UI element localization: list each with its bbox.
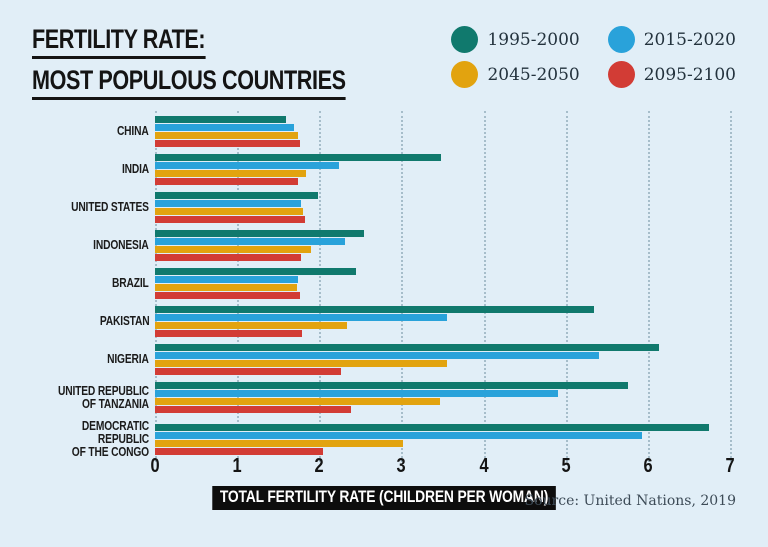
legend-dot-orange-icon — [451, 61, 479, 88]
country-row: INDIA — [32, 154, 730, 185]
x-axis-tick-1: 1 — [232, 455, 242, 477]
bar-2095-2100 — [155, 140, 301, 147]
bar-2045-2050 — [155, 132, 298, 139]
legend-item-2015-2020: 2015-2020 — [607, 26, 736, 53]
bar-group — [155, 382, 730, 413]
page-title-line2: MOST POPULOUS COUNTRIES — [32, 65, 346, 100]
legend-label: 2095-2100 — [643, 64, 736, 85]
x-axis-tick-0: 0 — [150, 455, 160, 477]
country-row: UNITED STATES — [32, 192, 730, 223]
country-label: PAKISTAN — [99, 314, 149, 328]
footer: TOTAL FERTILITY RATE (CHILDREN PER WOMAN… — [0, 486, 768, 526]
bar-2045-2050 — [155, 440, 404, 447]
bar-group — [155, 344, 730, 375]
legend-dot-teal-icon — [451, 26, 479, 53]
legend-item-2045-2050: 2045-2050 — [451, 61, 580, 88]
bar-2045-2050 — [155, 170, 307, 177]
bar-1995-2000 — [155, 230, 365, 237]
bar-group — [155, 154, 730, 185]
bar-2015-2020 — [155, 390, 559, 397]
country-label: INDIA — [121, 162, 149, 176]
gridline-7 — [730, 111, 732, 462]
country-row: UNITED REPUBLIC OF TANZANIA — [32, 382, 730, 413]
x-axis-tick-3: 3 — [396, 455, 406, 477]
bar-2045-2050 — [155, 322, 348, 329]
legend-item-1995-2000: 1995-2000 — [451, 26, 580, 53]
bar-2015-2020 — [155, 238, 345, 245]
country-row: CHINA — [32, 116, 730, 147]
country-label: BRAZIL — [112, 276, 149, 290]
x-axis-ticks: 0 1 2 3 4 5 6 7 — [150, 455, 734, 481]
country-label: DEMOCRATIC REPUBLIC OF THE CONGO — [71, 419, 149, 459]
x-axis-title: TOTAL FERTILITY RATE (CHILDREN PER WOMAN… — [212, 486, 556, 510]
page-title-line1: FERTILITY RATE: — [32, 24, 206, 59]
country-label: INDONESIA — [93, 238, 150, 252]
legend: 1995-2000 2015-2020 2045-2050 2095-2100 — [451, 26, 736, 88]
x-axis-tick-4: 4 — [479, 455, 489, 477]
bar-1995-2000 — [155, 116, 287, 123]
country-label: UNITED STATES — [71, 200, 149, 214]
bar-2045-2050 — [155, 360, 448, 367]
country-row: NIGERIA — [32, 344, 730, 375]
bar-1995-2000 — [155, 424, 710, 431]
bar-group — [155, 230, 730, 261]
x-axis-tick-5: 5 — [561, 455, 571, 477]
bar-chart: CHINA INDIA UNITED STATES INDONESIA BRAZIL PA… — [32, 111, 732, 462]
bar-2095-2100 — [155, 292, 300, 299]
legend-label: 2045-2050 — [487, 64, 580, 85]
country-row: PAKISTAN — [32, 306, 730, 337]
legend-dot-blue-icon — [607, 26, 635, 53]
bar-2045-2050 — [155, 208, 303, 215]
bar-1995-2000 — [155, 154, 441, 161]
bar-2015-2020 — [155, 432, 643, 439]
bar-2095-2100 — [155, 368, 341, 375]
bar-group — [155, 116, 730, 147]
x-axis-tick-2: 2 — [314, 455, 324, 477]
bar-2045-2050 — [155, 284, 298, 291]
header: FERTILITY RATE: MOST POPULOUS COUNTRIES … — [32, 24, 740, 110]
bar-1995-2000 — [155, 344, 659, 351]
bar-2095-2100 — [155, 178, 298, 185]
bar-group — [155, 306, 730, 337]
bar-1995-2000 — [155, 306, 595, 313]
country-row: INDONESIA — [32, 230, 730, 261]
country-row: BRAZIL — [32, 268, 730, 299]
bar-group — [155, 268, 730, 299]
bar-2015-2020 — [155, 352, 600, 359]
bar-2045-2050 — [155, 246, 312, 253]
legend-label: 2015-2020 — [643, 29, 736, 50]
bar-2095-2100 — [155, 448, 324, 455]
bar-2095-2100 — [155, 406, 352, 413]
legend-label: 1995-2000 — [487, 29, 580, 50]
bar-1995-2000 — [155, 382, 629, 389]
chart-rows: CHINA INDIA UNITED STATES INDONESIA BRAZIL PA… — [32, 116, 730, 459]
bar-2015-2020 — [155, 162, 339, 169]
bar-group — [155, 192, 730, 223]
country-row: DEMOCRATIC REPUBLIC OF THE CONGO — [32, 420, 730, 459]
source-credit: Source: United Nations, 2019 — [524, 493, 737, 509]
x-axis-tick-7: 7 — [725, 455, 735, 477]
bar-2015-2020 — [155, 200, 302, 207]
legend-item-2095-2100: 2095-2100 — [607, 61, 736, 88]
bar-2095-2100 — [155, 216, 305, 223]
bar-2095-2100 — [155, 330, 303, 337]
bar-2015-2020 — [155, 124, 294, 131]
bar-1995-2000 — [155, 192, 319, 199]
bar-1995-2000 — [155, 268, 357, 275]
country-label: UNITED REPUBLIC OF TANZANIA — [58, 383, 149, 411]
bar-group — [155, 424, 730, 455]
legend-dot-red-icon — [607, 61, 635, 88]
bar-2015-2020 — [155, 314, 447, 321]
bar-2015-2020 — [155, 276, 298, 283]
bar-2045-2050 — [155, 398, 441, 405]
country-label: CHINA — [117, 124, 149, 138]
country-label: NIGERIA — [107, 352, 149, 366]
x-axis-tick-6: 6 — [643, 455, 653, 477]
bar-2095-2100 — [155, 254, 302, 261]
